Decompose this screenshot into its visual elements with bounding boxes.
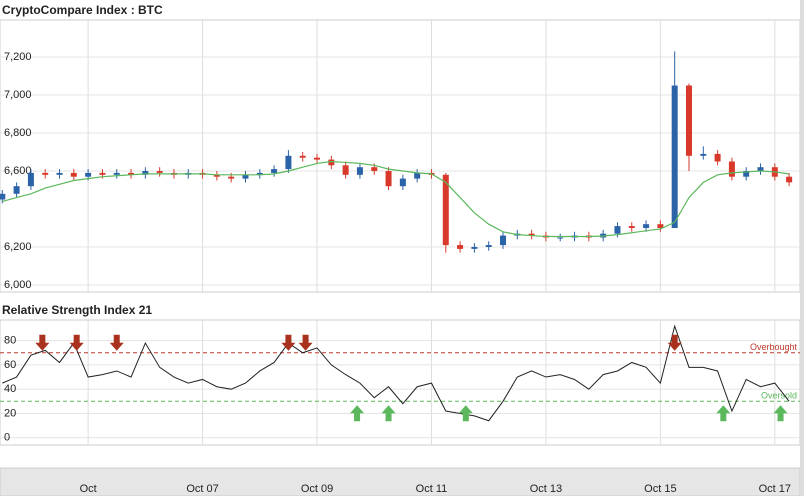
candle-body xyxy=(671,85,678,228)
candle-body xyxy=(228,176,235,179)
buy-arrow xyxy=(350,405,365,422)
candle-body xyxy=(285,155,292,170)
x-tick-label: Oct 13 xyxy=(530,483,562,495)
candle-body xyxy=(0,193,6,200)
candle-body xyxy=(614,226,621,234)
y-tick-label: 6,200 xyxy=(4,241,32,253)
moving-average xyxy=(2,160,790,238)
candle-body xyxy=(385,171,392,187)
candle-body xyxy=(299,155,306,158)
price-panel xyxy=(0,19,801,293)
candle-body xyxy=(314,157,321,160)
rsi-line xyxy=(2,324,790,422)
sell-arrow xyxy=(281,334,296,351)
x-tick-label: Oct xyxy=(80,483,97,495)
overbought-label: Overbought xyxy=(750,342,798,352)
x-tick-label: Oct 17 xyxy=(759,483,791,495)
candle-body xyxy=(728,161,735,177)
y-tick-label: 0 xyxy=(4,432,10,444)
y-tick-label: 7,200 xyxy=(4,51,32,63)
buy-arrow xyxy=(381,405,396,422)
price-title: CryptoCompare Index : BTC xyxy=(2,3,163,17)
navigator xyxy=(0,467,801,496)
candle-body xyxy=(142,171,149,175)
candle-body xyxy=(27,172,34,187)
y-tick-label: 80 xyxy=(4,335,16,347)
x-tick-label: Oct 09 xyxy=(301,483,333,495)
candle-body xyxy=(414,172,421,179)
candle-body xyxy=(700,153,707,156)
candle-body xyxy=(457,245,464,249)
candle-body xyxy=(70,172,77,177)
candle-body xyxy=(743,171,750,177)
candle-body xyxy=(528,233,535,236)
candle-body xyxy=(371,167,378,172)
candle-body xyxy=(442,174,449,246)
rsi-panel xyxy=(0,319,801,446)
candle-body xyxy=(500,235,507,246)
oversold-label: Oversold xyxy=(761,391,797,401)
y-tick-label: 20 xyxy=(4,407,16,419)
candle-body xyxy=(99,172,106,175)
candle-body xyxy=(242,174,249,179)
y-tick-label: 6,600 xyxy=(4,165,32,177)
candle-body xyxy=(328,159,335,166)
sell-arrow xyxy=(109,334,124,351)
sell-arrow xyxy=(69,334,84,351)
candle-body xyxy=(85,172,92,177)
buy-arrow xyxy=(773,405,788,422)
candle-body xyxy=(786,176,793,183)
candle-body xyxy=(557,237,564,239)
y-tick-label: 40 xyxy=(4,383,16,395)
candle-body xyxy=(56,172,63,175)
rsi-title: Relative Strength Index 21 xyxy=(2,303,152,317)
sell-arrow xyxy=(35,334,50,351)
x-tick-label: Oct 07 xyxy=(186,483,218,495)
candle-body xyxy=(714,153,721,162)
sell-arrow xyxy=(298,334,313,351)
candle-body xyxy=(757,167,764,172)
x-tick-label: Oct 15 xyxy=(644,483,676,495)
candle-body xyxy=(471,246,478,249)
buy-arrow xyxy=(458,405,473,422)
scrollbar xyxy=(800,0,804,496)
candle-body xyxy=(213,174,220,177)
y-tick-label: 6,800 xyxy=(4,127,32,139)
candle-body xyxy=(256,172,263,175)
candle-body xyxy=(485,245,492,247)
buy-arrow xyxy=(716,405,731,422)
y-tick-label: 6,000 xyxy=(4,279,32,291)
candle-body xyxy=(342,165,349,175)
candle-body xyxy=(128,172,135,175)
candle-body xyxy=(42,172,49,175)
candle-body xyxy=(271,169,278,173)
sell-arrow xyxy=(667,334,682,351)
y-tick-label: 60 xyxy=(4,359,16,371)
candle-body xyxy=(113,172,120,175)
candle-body xyxy=(356,167,363,175)
candle-body xyxy=(643,224,650,228)
candle-body xyxy=(399,178,406,187)
candle-body xyxy=(156,171,163,173)
y-tick-label: 7,000 xyxy=(4,89,32,101)
candle-body xyxy=(13,186,20,194)
candle-body xyxy=(685,85,692,156)
candle-body xyxy=(657,224,664,228)
candle-body xyxy=(628,226,635,228)
x-tick-label: Oct 11 xyxy=(416,483,448,495)
